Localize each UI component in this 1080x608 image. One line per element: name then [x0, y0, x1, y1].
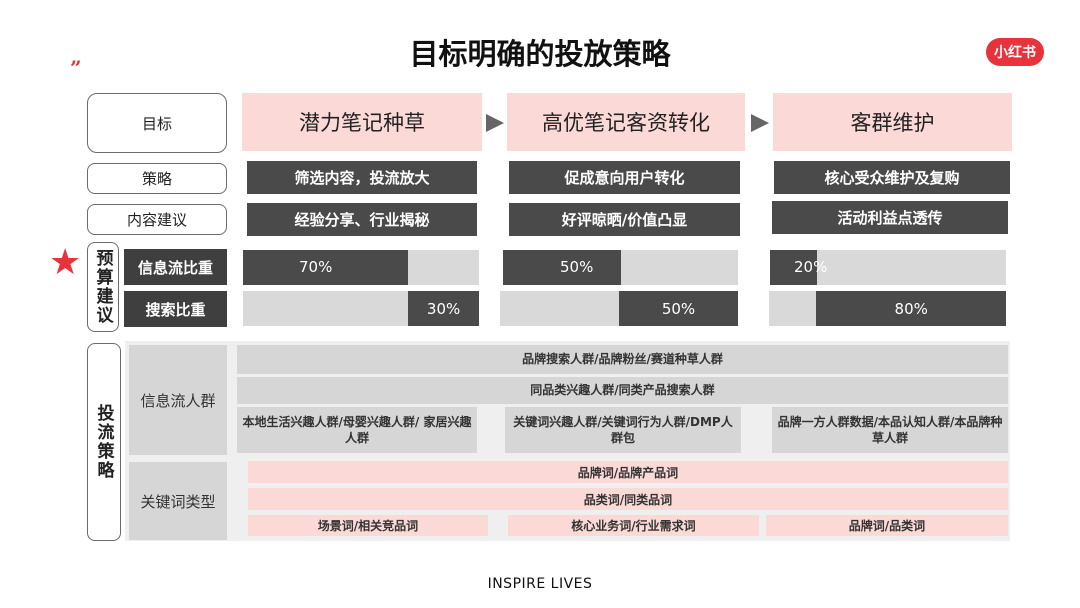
goal-box-1: 潜力笔记种草 [242, 93, 482, 151]
strategy-box-1: 筛选内容，投流放大 [247, 161, 477, 194]
search-weight-fill-1: 30% [408, 291, 479, 326]
search-weight-value-3: 80% [894, 299, 928, 318]
row-label-goal: 目标 [87, 93, 227, 153]
feed-weight-value-3: 20% [794, 258, 828, 276]
search-weight-fill-3: 80% [816, 291, 1006, 326]
row-label-content: 内容建议 [87, 204, 227, 235]
row-label-budget: 预算建议 [87, 242, 119, 332]
feed-audience-col-1: 本地生活兴趣人群/母婴兴趣人群/ 家居兴趣人群 [237, 407, 477, 453]
content-box-3: 活动利益点透传 [772, 201, 1008, 234]
search-weight-track-1: 30% [243, 291, 479, 326]
feed-audience-col-2: 关键词兴趣人群/关键词行为人群/DMP人群包 [505, 407, 741, 453]
arrow-right-icon [751, 114, 769, 132]
feed-weight-value-2: 50% [560, 258, 594, 276]
footer-slogan: INSPIRE LIVES [487, 576, 593, 592]
goal-box-2: 高优笔记客资转化 [507, 93, 745, 151]
search-weight-fill-2: 50% [619, 291, 738, 326]
row-label-delivery: 投流策略 [87, 343, 121, 541]
strategy-box-3: 核心受众维护及复购 [774, 161, 1010, 194]
keyword-col-2: 核心业务词/行业需求词 [508, 515, 759, 536]
quote-mark-icon: ” [70, 56, 81, 80]
row-label-strategy: 策略 [87, 163, 227, 194]
arrow-right-icon [486, 114, 504, 132]
search-weight-track-3: 80% [769, 291, 1006, 326]
content-box-1: 经验分享、行业揭秘 [247, 203, 477, 236]
keyword-col-3: 品牌词/品类词 [766, 515, 1008, 536]
category-feed-audience: 信息流人群 [129, 345, 227, 455]
strategy-box-2: 促成意向用户转化 [509, 161, 740, 194]
row-label-feed-weight: 信息流比重 [124, 249, 227, 285]
feed-weight-value-1: 70% [299, 258, 333, 276]
keyword-col-1: 场景词/相关竞品词 [248, 515, 488, 536]
feed-weight-fill-3: 20% [770, 250, 827, 285]
feed-weight-fill-1: 70% [243, 250, 409, 285]
feed-audience-col-3: 品牌一方人群数据/本品认知人群/本品牌种草人群 [772, 407, 1008, 453]
star-icon: ★ [49, 242, 82, 283]
search-weight-value-2: 50% [661, 299, 696, 318]
feed-audience-row-2: 同品类兴趣人群/同类产品搜索人群 [237, 377, 1008, 404]
goal-box-3: 客群维护 [773, 93, 1012, 151]
feed-audience-row-1: 品牌搜索人群/品牌粉丝/赛道种草人群 [237, 345, 1008, 374]
keyword-row-2: 品类词/同类品词 [248, 488, 1008, 510]
page-title: 目标明确的投放策略 [409, 37, 671, 71]
keyword-row-1: 品牌词/品牌产品词 [248, 461, 1008, 483]
search-weight-value-1: 30% [426, 299, 461, 318]
category-keyword-type: 关键词类型 [129, 462, 227, 540]
feed-weight-track-1: 70% [243, 250, 479, 285]
feed-weight-track-2: 50% [503, 250, 738, 285]
brand-logo: 小红书 [986, 38, 1044, 66]
feed-weight-fill-2: 50% [503, 250, 621, 285]
search-weight-track-2: 50% [500, 291, 738, 326]
content-box-2: 好评晾晒/价值凸显 [509, 203, 740, 236]
row-label-search-weight: 搜索比重 [124, 291, 227, 327]
feed-weight-track-3: 20% [770, 250, 1006, 285]
